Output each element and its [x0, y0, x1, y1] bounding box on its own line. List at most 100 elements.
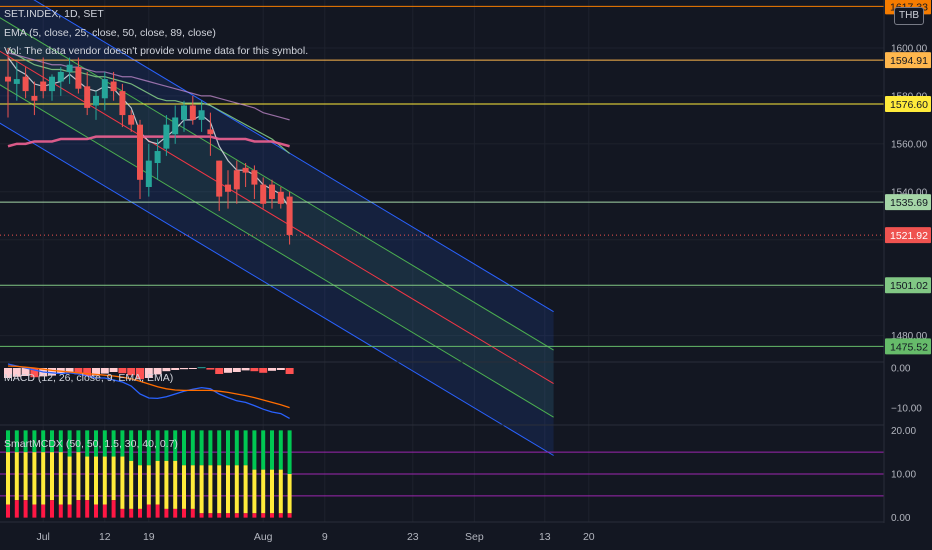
mcdx-bar-yellow: [14, 452, 19, 501]
candle-body: [207, 129, 214, 135]
candle-body: [128, 115, 135, 125]
mcdx-bar-yellow: [261, 469, 266, 514]
macd-histogram-bar: [48, 368, 56, 376]
mcdx-bar-green: [50, 430, 54, 453]
candle-body: [260, 184, 267, 204]
ema-line-1: [7, 47, 290, 154]
mcdx-bar-green: [217, 430, 222, 466]
mcdx-bar-yellow: [58, 452, 63, 505]
mcdx-tick-label: 0.00: [891, 513, 911, 524]
legend-smartmcdx[interactable]: SmartMCDX (50, 50, 1.5, 30, 40, 0.7): [4, 438, 178, 450]
last-price-tag: 1521.92: [890, 230, 928, 242]
legend-symbol[interactable]: SET.INDEX, 1D, SET: [4, 8, 104, 20]
mcdx-bar-red: [76, 500, 81, 518]
candle-body: [216, 160, 223, 197]
mcdx-bar-red: [270, 513, 274, 518]
mcdx-bar-yellow: [94, 456, 98, 505]
mcdx-bar-green: [270, 430, 274, 470]
candle-body: [84, 86, 91, 108]
macd-histogram-bar: [268, 368, 276, 371]
mcdx-bar-yellow: [111, 456, 116, 501]
macd-histogram-bar: [144, 368, 153, 378]
legend-macd[interactable]: MACD (12, 26, close, 9, EMA, EMA): [4, 372, 174, 384]
mcdx-bar-red: [261, 513, 266, 518]
level-price-tag-2: 1576.60: [890, 99, 928, 111]
mcdx-bar-red: [164, 508, 169, 518]
legend-vol[interactable]: Vol: The data vendor doesn't provide vol…: [4, 45, 309, 57]
candle-body: [75, 67, 82, 89]
time-tick-label: 9: [322, 531, 328, 543]
time-axis[interactable]: Jul 12 19 Aug 9 23 Sep 13 20: [0, 523, 932, 550]
mcdx-bar-yellow: [76, 452, 81, 501]
time-tick-label: 20: [583, 531, 595, 543]
candle-body: [13, 79, 20, 84]
macd-histogram-bar: [285, 368, 294, 374]
time-tick-label: Sep: [465, 531, 484, 543]
candles: [5, 47, 293, 245]
macd-histogram-bar: [83, 368, 92, 376]
mcdx-bar-red: [32, 504, 37, 518]
mcdx-bar-red: [129, 508, 134, 518]
legend-ema[interactable]: EMA (5, close, 25, close, 50, close, 89,…: [4, 27, 216, 39]
time-tick-label: 12: [99, 531, 111, 543]
mcdx-bar-yellow: [23, 452, 28, 501]
mcdx-bar-green: [261, 430, 266, 470]
price-axis[interactable]: 1480.001500.001520.001540.001560.001580.…: [883, 0, 932, 550]
mcdx-bar-green: [41, 430, 46, 453]
level-price-tag-1: 1594.91: [890, 55, 928, 67]
macd-histogram-bar: [224, 368, 232, 373]
mcdx-bar-red: [120, 508, 125, 518]
mcdx-bar-green: [85, 430, 90, 457]
level-price-tag-5: 1475.52: [890, 341, 928, 353]
mcdx-bar-yellow: [270, 469, 274, 514]
mcdx-bar-yellow: [146, 465, 151, 505]
candle-body: [119, 91, 126, 116]
mcdx-bar-yellow: [155, 460, 160, 505]
candle-body: [93, 95, 99, 106]
time-tick-label: Aug: [254, 531, 273, 543]
level-price-tag-2-bg: [885, 96, 931, 113]
mcdx-bar-green: [287, 430, 292, 474]
candle-body: [154, 151, 161, 164]
macd-histogram-bar: [215, 368, 224, 374]
level-price-tag-4-bg: [885, 277, 931, 294]
candle-body: [66, 64, 73, 72]
macd-line: [7, 363, 290, 419]
axis-background: [884, 0, 932, 550]
regression-channel: [0, 0, 554, 456]
mcdx-bar-green: [252, 430, 257, 470]
mcdx-bar-green: [182, 430, 186, 466]
mcdx-bar-yellow: [138, 465, 142, 509]
mcdx-bar-red: [85, 500, 90, 518]
mcdx-bar-green: [129, 430, 134, 461]
candle-body: [189, 105, 196, 120]
pane-dividers[interactable]: [0, 361, 932, 523]
mcdx-bar-green: [243, 430, 248, 466]
macd-histogram-bar: [276, 368, 285, 370]
mcdx-bar-green: [120, 430, 125, 457]
macd-histogram-bar: [118, 368, 127, 374]
macd-histogram-bar: [171, 368, 180, 370]
mcdx-tick-label: 20.00: [891, 426, 916, 437]
horizontal-levels[interactable]: [0, 5, 884, 347]
mcdx-bar-yellow: [41, 452, 46, 505]
candle-body: [101, 79, 108, 99]
mcdx-bar-red: [94, 504, 98, 518]
last-price-tag-bg: [885, 227, 931, 244]
macd-histogram-bar: [259, 368, 268, 373]
candle-body: [225, 184, 231, 192]
candle-body: [269, 184, 275, 199]
macd-histogram-bar: [180, 368, 188, 370]
price-tick-label: 1540.00: [891, 187, 928, 198]
channel-outer-band: [0, 0, 554, 456]
level-price-tag-3-bg: [885, 194, 931, 211]
currency-button[interactable]: THB: [894, 7, 924, 25]
candle-body: [22, 76, 29, 92]
mcdx-bar-yellow: [243, 465, 248, 514]
mcdx-bar-yellow: [50, 452, 54, 501]
level-price-tag-1-bg: [885, 52, 931, 69]
mcdx-bar-green: [94, 430, 98, 457]
mcdx-bar-green: [111, 430, 116, 457]
macd-histogram-bar: [12, 368, 21, 377]
